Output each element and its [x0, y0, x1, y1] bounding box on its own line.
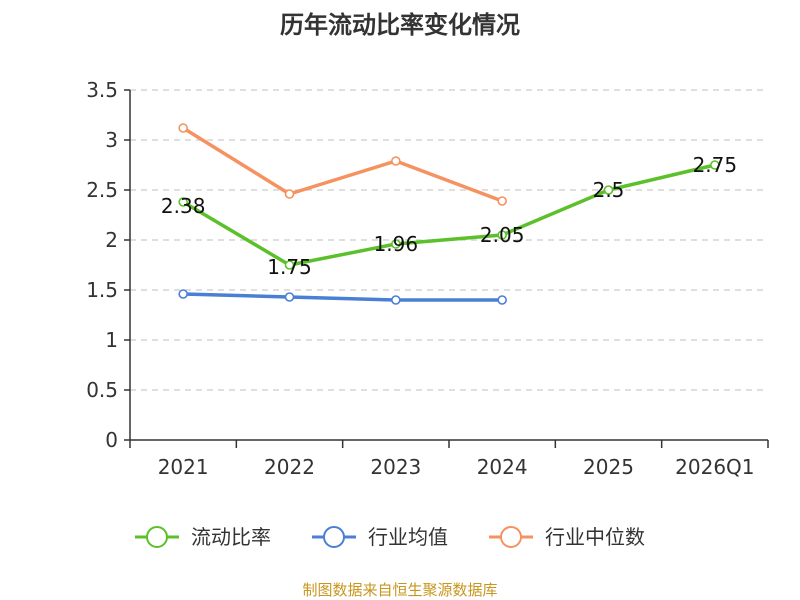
legend-label: 流动比率	[191, 525, 271, 549]
y-tick-label: 2.5	[86, 178, 118, 202]
data-label: 1.75	[267, 255, 312, 279]
legend-swatch-marker	[500, 526, 522, 548]
series-line-0	[182, 163, 716, 267]
data-point[interactable]	[497, 196, 507, 206]
data-labels: 2.38 1.75 1.96 2.05 2.5 2.75	[161, 153, 737, 279]
data-label: 2.05	[480, 223, 525, 247]
data-point[interactable]	[178, 289, 188, 299]
y-tick-label: 3.5	[86, 78, 118, 102]
legend-item-1[interactable]: 行业均值	[312, 525, 448, 549]
y-tick-label: 1	[105, 328, 118, 352]
data-label: 2.38	[161, 194, 206, 218]
data-point[interactable]	[391, 156, 401, 166]
legend[interactable]: 流动比率 行业均值 行业中位数	[135, 525, 645, 549]
x-tick-label: 2022	[264, 455, 315, 479]
x-tick-label: 2026Q1	[675, 455, 754, 479]
source-note: 制图数据来自恒生聚源数据库	[302, 581, 497, 599]
data-point[interactable]	[178, 123, 188, 133]
data-point[interactable]	[391, 239, 401, 249]
x-tick-label: 2021	[158, 455, 209, 479]
y-tick-label: 0.5	[86, 378, 118, 402]
legend-item-0[interactable]: 流动比率	[135, 525, 271, 549]
data-point[interactable]	[497, 230, 507, 240]
y-tick-label: 2	[105, 228, 118, 252]
legend-label: 行业中位数	[545, 525, 645, 549]
x-tick-label: 2025	[583, 455, 634, 479]
data-point[interactable]	[284, 189, 295, 199]
data-point[interactable]	[391, 295, 401, 305]
series-line-2	[182, 126, 503, 203]
y-tick-label: 1.5	[86, 278, 118, 302]
axes: 0 0.5 1 1.5 2 2.5 3 3.5 2021 2022 2023 2024 2025 2026…	[86, 78, 769, 479]
legend-swatch-marker	[323, 526, 345, 548]
series-group	[178, 123, 720, 305]
x-tick-label: 2024	[477, 455, 528, 479]
data-point[interactable]	[178, 197, 188, 207]
data-label: 1.96	[374, 232, 419, 256]
y-tick-label: 0	[105, 428, 118, 452]
data-point[interactable]	[497, 295, 507, 305]
x-tick-label: 2023	[370, 455, 421, 479]
legend-item-2[interactable]: 行业中位数	[489, 525, 645, 549]
y-tick-label: 3	[105, 128, 118, 152]
data-label: 2.5	[593, 178, 625, 202]
chart-title: 历年流动比率变化情况	[280, 11, 520, 39]
series-line-1	[183, 292, 503, 302]
data-label: 2.75	[693, 153, 738, 177]
legend-label: 行业均值	[368, 525, 448, 549]
legend-swatch-marker	[146, 526, 168, 548]
data-point[interactable]	[284, 292, 295, 302]
data-point[interactable]	[710, 160, 720, 170]
data-point[interactable]	[603, 185, 614, 195]
data-point[interactable]	[284, 260, 295, 270]
